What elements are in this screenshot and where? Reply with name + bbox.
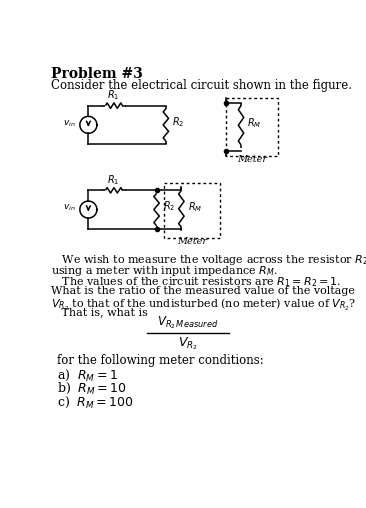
Text: $V_{R_2\,\mathit{Measured}}$: $V_{R_2\,\mathit{Measured}}$ <box>157 314 218 331</box>
Text: for the following meter conditions:: for the following meter conditions: <box>57 354 264 367</box>
Text: Consider the electrical circuit shown in the figure.: Consider the electrical circuit shown in… <box>51 79 352 92</box>
Text: $R_1$: $R_1$ <box>107 173 119 187</box>
Text: $R_2$: $R_2$ <box>172 115 184 129</box>
Text: Meter: Meter <box>177 237 207 246</box>
Text: $V_{R_2}$ to that of the undisturbed (no meter) value of $V_{R_2}$?: $V_{R_2}$ to that of the undisturbed (no… <box>51 297 356 312</box>
Text: $v_{in}$: $v_{in}$ <box>63 203 75 213</box>
Text: Meter: Meter <box>237 155 267 164</box>
Text: $R_M$: $R_M$ <box>188 200 202 214</box>
Text: We wish to measure the voltage across the resistor $R_2$,: We wish to measure the voltage across th… <box>51 253 366 267</box>
Text: $R_1$: $R_1$ <box>107 89 119 103</box>
Text: Problem #3: Problem #3 <box>51 67 143 81</box>
Text: $R_2$: $R_2$ <box>163 200 175 213</box>
Text: c)  $R_M = 100$: c) $R_M = 100$ <box>57 395 133 410</box>
Text: a)  $R_M = 1$: a) $R_M = 1$ <box>57 367 117 383</box>
Text: What is the ratio of the measured value of the voltage: What is the ratio of the measured value … <box>51 286 355 296</box>
Text: using a meter with input impedance $R_M$.: using a meter with input impedance $R_M$… <box>51 264 278 278</box>
Text: That is, what is: That is, what is <box>51 307 148 318</box>
Text: $V_{R_2}$: $V_{R_2}$ <box>178 335 198 352</box>
Text: $v_{in}$: $v_{in}$ <box>63 118 75 129</box>
Text: b)  $R_M = 10$: b) $R_M = 10$ <box>57 382 126 396</box>
Text: The values of the circuit resistors are $R_1 = R_2 = 1$.: The values of the circuit resistors are … <box>51 275 342 289</box>
Text: $R_M$: $R_M$ <box>247 116 262 130</box>
